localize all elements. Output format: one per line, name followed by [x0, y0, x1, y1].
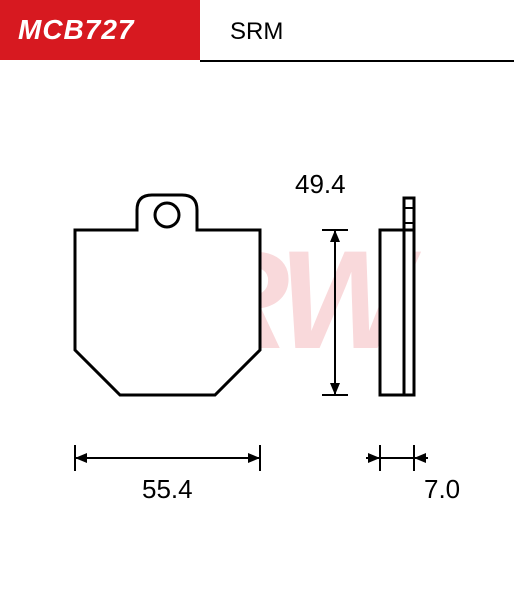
dim-width: 55.4	[75, 445, 260, 504]
width-value: 55.4	[142, 474, 193, 504]
technical-diagram: 49.4 55.4 7.0	[0, 80, 514, 580]
side-pad-shape	[380, 198, 414, 395]
variant-code: SRM	[230, 18, 283, 46]
header-divider	[200, 60, 514, 62]
thickness-value: 7.0	[424, 474, 460, 504]
header-bar: MCB727	[0, 0, 200, 60]
front-pad-shape	[75, 195, 260, 395]
dim-height: 49.4	[295, 169, 348, 395]
height-value: 49.4	[295, 169, 346, 199]
dim-thickness: 7.0	[366, 445, 460, 504]
part-number: MCB727	[18, 14, 134, 46]
